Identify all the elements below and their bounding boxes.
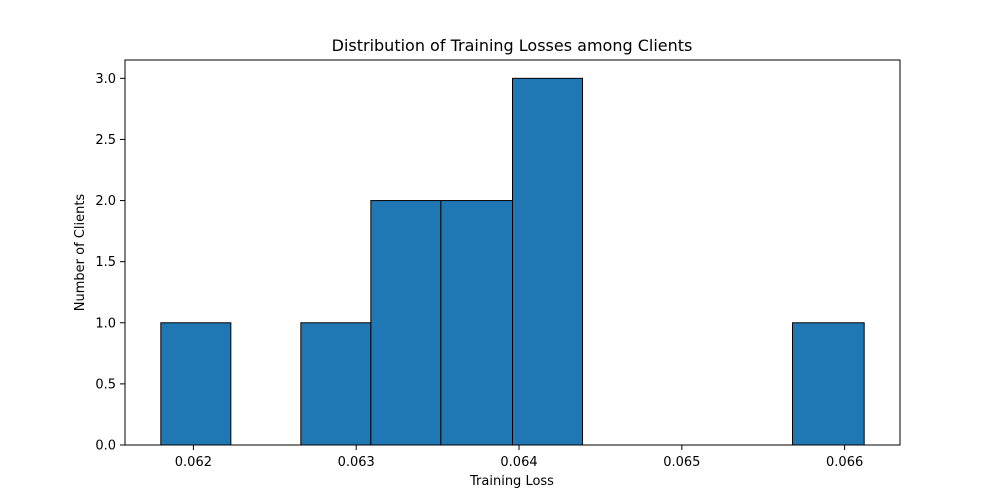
y-tick-label: 1.5 (95, 255, 116, 270)
y-axis-ticks: 0.0 0.5 1.0 1.5 2.0 2.5 3.0 (95, 72, 125, 454)
histogram-bar (160, 322, 232, 446)
y-tick-label: 0.5 (95, 377, 116, 392)
x-tick-label: 0.062 (175, 455, 212, 470)
bars-group (160, 77, 865, 446)
y-tick-label: 2.5 (95, 133, 116, 148)
x-tick-label: 0.065 (663, 455, 700, 470)
histogram-bar (440, 200, 514, 446)
plot-area-frame (124, 59, 901, 446)
y-tick-label: 2.0 (95, 194, 116, 209)
x-tick-label: 0.064 (500, 455, 537, 470)
chart-title: Distribution of Training Losses among Cl… (332, 36, 693, 55)
x-axis-ticks: 0.062 0.063 0.064 0.065 0.066 (175, 445, 863, 470)
y-tick-label: 1.0 (95, 316, 116, 331)
y-tick-label: 0.0 (95, 439, 116, 454)
histogram-bar (512, 77, 584, 446)
histogram-bar (370, 200, 442, 446)
y-tick-label: 3.0 (95, 72, 116, 87)
x-axis-label: Training Loss (469, 474, 554, 489)
histogram-bar (300, 322, 372, 446)
histogram-bar (792, 322, 865, 446)
y-axis-label: Number of Clients (73, 194, 88, 312)
x-tick-label: 0.063 (338, 455, 375, 470)
x-tick-label: 0.066 (826, 455, 863, 470)
